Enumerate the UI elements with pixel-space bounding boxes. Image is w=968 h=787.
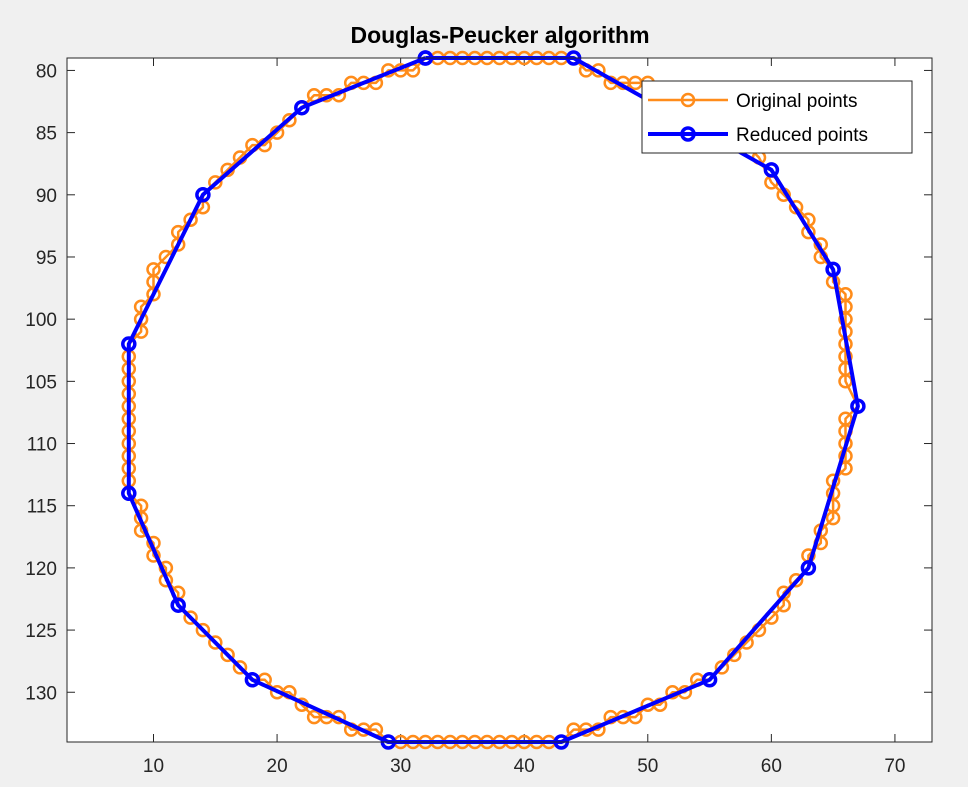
data-point [282,112,297,128]
data-point [146,262,161,277]
chart-title: Douglas-Peucker algorithm [350,22,649,48]
data-point [195,187,211,203]
data-point [121,485,137,502]
data-point [121,336,137,352]
legend-label-reduced: Reduced points [736,125,868,146]
data-point [208,175,223,190]
data-point [788,573,804,588]
legend-swatch-original-marker [680,92,696,108]
data-point [183,610,198,625]
data-point [244,672,261,688]
x-tick-label: 60 [761,756,782,777]
y-tick-label: 80 [36,61,57,82]
legend-label-original: Original points [736,91,857,112]
y-tick-label: 105 [25,372,57,393]
x-tick-label: 10 [143,756,164,777]
data-point [763,162,780,178]
axes-box [66,57,933,743]
data-point [850,398,866,414]
y-tick-label: 115 [27,497,57,518]
y-tick-label: 130 [25,683,57,704]
x-tick-label: 20 [267,756,288,777]
data-point [306,709,322,725]
data-point [170,597,186,613]
data-point [183,212,198,227]
y-tick-label: 85 [36,124,57,145]
data-point [208,635,223,650]
data-point [825,261,841,278]
data-point [232,660,248,675]
data-point [220,647,235,663]
legend-swatch-reduced-marker [680,126,696,142]
y-tick-label: 95 [36,248,57,269]
y-tick-label: 90 [36,186,57,207]
y-tick-label: 125 [25,621,57,642]
data-point [195,622,211,638]
y-tick-label: 100 [25,310,57,331]
x-tick-label: 30 [390,756,411,777]
y-tick-label: 120 [25,559,57,580]
x-tick-label: 70 [884,756,905,777]
x-tick-label: 40 [514,756,535,777]
x-tick-label: 50 [637,756,658,777]
data-point [825,510,841,526]
data-point [294,99,310,116]
data-point [701,672,718,688]
y-tick-label: 110 [27,435,57,456]
legend: Original points Reduced points [641,80,913,154]
data-point [714,660,730,675]
y-axis-ticks: 80 85 90 95 100 105 110 115 120 125 130 [25,61,932,704]
x-axis-ticks: 10 20 30 40 50 60 70 [143,58,905,777]
plot-area [67,58,932,742]
data-point [800,560,817,576]
